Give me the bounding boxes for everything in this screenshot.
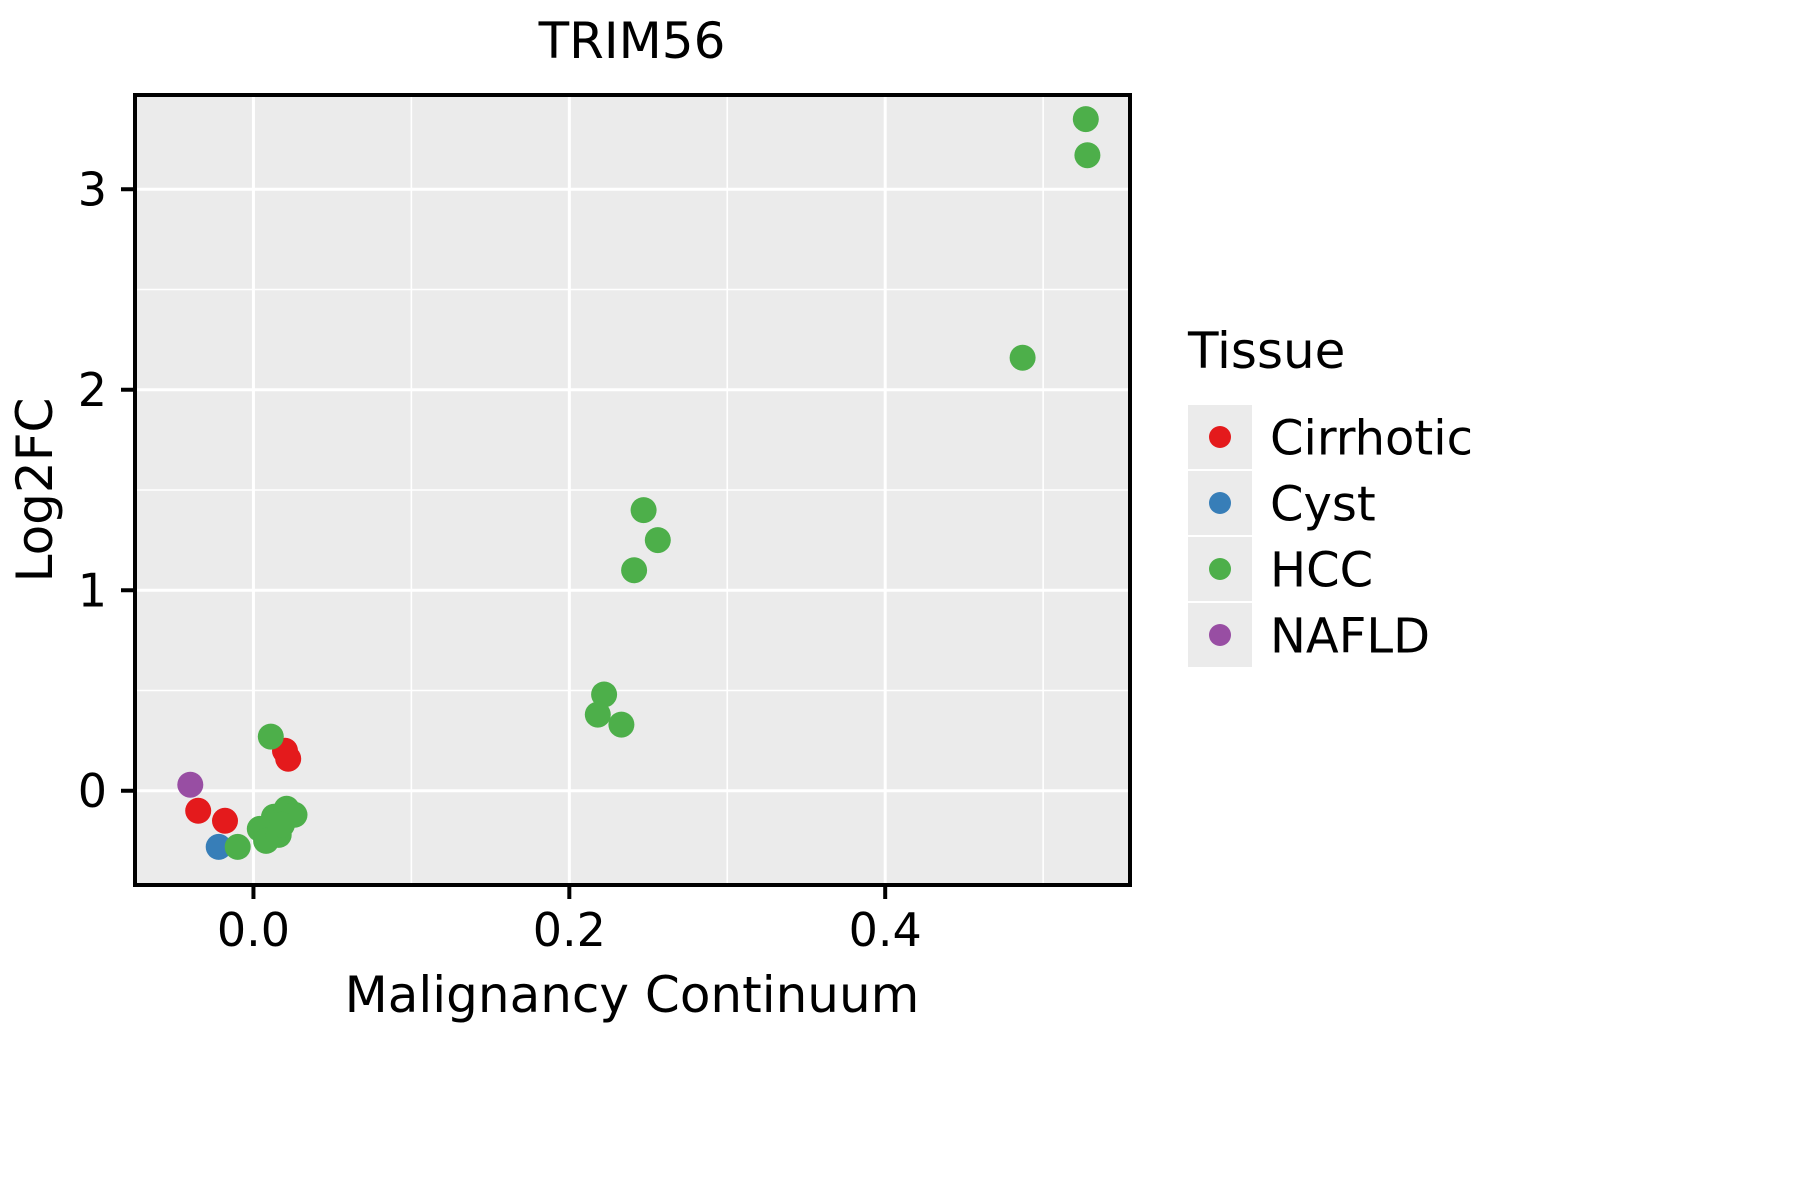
legend-entry-cyst: Cyst	[1188, 471, 1376, 535]
x-tick-label: 0.2	[533, 903, 606, 957]
legend-title: Tissue	[1187, 322, 1345, 380]
legend-entry-nafld: NAFLD	[1188, 603, 1430, 667]
legend-label: HCC	[1270, 542, 1373, 598]
data-point	[1009, 344, 1036, 371]
data-point	[621, 557, 648, 584]
data-point	[185, 797, 212, 824]
series-cyst	[205, 833, 232, 860]
series-cirrhotic	[185, 737, 302, 834]
data-point	[584, 701, 611, 728]
data-point	[275, 745, 302, 772]
data-point	[630, 497, 657, 524]
x-tick-label: 0.4	[849, 903, 922, 957]
x-axis-label: Malignancy Continuum	[345, 966, 920, 1024]
y-tick-label: 3	[78, 162, 107, 216]
legend-label: Cyst	[1270, 476, 1376, 532]
series-hcc	[224, 106, 1101, 860]
data-point	[644, 527, 671, 554]
data-point	[257, 723, 284, 750]
legend-entries: Cirrhotic Cyst HCC NAFLD	[1188, 405, 1473, 667]
legend-key-dot	[1209, 624, 1231, 646]
legend-key-dot	[1209, 492, 1231, 514]
data-point	[1074, 142, 1101, 169]
legend: Tissue Cirrhotic Cyst HCC NAFLD	[1187, 322, 1473, 667]
panel-border	[133, 93, 1132, 887]
legend-entry-hcc: HCC	[1188, 537, 1373, 601]
axes	[121, 93, 1132, 899]
data-point	[1072, 106, 1099, 133]
y-tick-label: 0	[78, 764, 107, 818]
data-point	[177, 771, 204, 798]
gridlines	[135, 95, 1130, 885]
y-tick-label: 1	[78, 563, 107, 617]
legend-entry-cirrhotic: Cirrhotic	[1188, 405, 1473, 469]
y-axis-label: Log2FC	[6, 398, 64, 583]
legend-label: Cirrhotic	[1270, 410, 1473, 466]
data-point	[224, 833, 251, 860]
data-point	[608, 711, 635, 738]
legend-label: NAFLD	[1270, 608, 1430, 664]
x-tick-label: 0.0	[217, 903, 290, 957]
y-tick-label: 2	[78, 363, 107, 417]
data-points	[177, 106, 1101, 860]
data-point	[212, 807, 238, 834]
tick-labels: 0.0 0.2 0.4 0 1 2 3	[78, 162, 922, 957]
chart-title: TRIM56	[538, 12, 726, 70]
data-point	[591, 681, 618, 708]
legend-key-dot	[1209, 558, 1231, 580]
data-point	[268, 811, 295, 838]
legend-key-dot	[1209, 426, 1231, 448]
data-point	[205, 833, 232, 860]
series-nafld	[177, 771, 204, 798]
